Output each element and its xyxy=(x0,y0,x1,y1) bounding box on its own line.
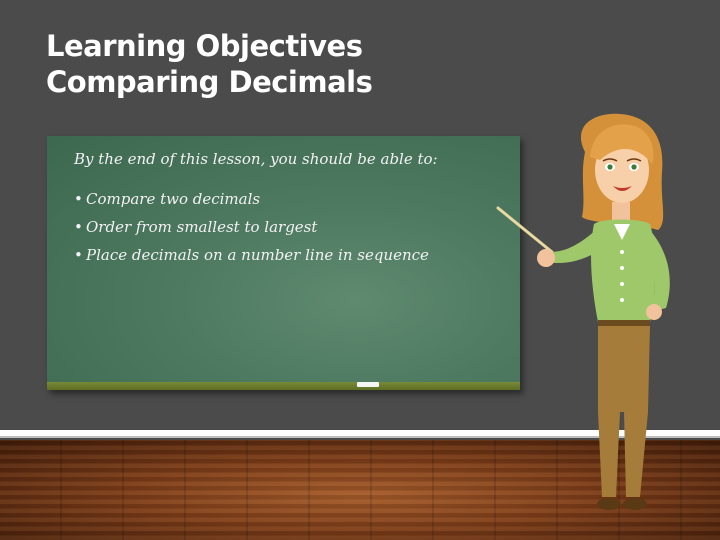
bullet-icon: • xyxy=(74,190,83,208)
list-item: • Compare two decimals xyxy=(74,190,438,218)
right-shoe xyxy=(623,498,647,510)
right-arm xyxy=(642,228,670,312)
chalk-ledge xyxy=(47,382,520,390)
belt xyxy=(598,320,650,326)
objective-text: Compare two decimals xyxy=(86,190,261,208)
pointer-stick xyxy=(496,206,554,254)
blouse-buttons xyxy=(620,250,624,302)
mouth xyxy=(613,186,632,191)
board-intro: By the end of this lesson, you should be… xyxy=(74,150,438,168)
left-hand xyxy=(537,249,555,267)
chalkboard-text: By the end of this lesson, you should be… xyxy=(74,150,438,274)
wood-floor xyxy=(0,440,720,540)
chalkboard: By the end of this lesson, you should be… xyxy=(47,136,520,390)
list-item: • Order from smallest to largest xyxy=(74,218,438,246)
right-hand xyxy=(646,304,662,320)
stage-edge xyxy=(0,430,720,438)
pants xyxy=(598,326,650,497)
hair-front xyxy=(590,124,654,164)
chalk-piece xyxy=(357,382,379,387)
objectives-list: • Compare two decimals • Order from smalle… xyxy=(74,190,438,274)
left-arm xyxy=(546,230,602,264)
bullet-icon: • xyxy=(74,218,83,236)
blouse xyxy=(591,219,656,322)
teacher-illustration xyxy=(496,113,670,510)
objective-text: Order from smallest to largest xyxy=(86,218,318,236)
list-item: • Place decimals on a number line in sequ… xyxy=(74,246,438,274)
left-shoe xyxy=(597,498,621,510)
bullet-icon: • xyxy=(74,246,83,264)
slide-title: Learning Objectives Comparing Decimals xyxy=(46,28,373,100)
title-line-2: Comparing Decimals xyxy=(46,65,373,99)
neck xyxy=(612,202,630,224)
title-line-1: Learning Objectives xyxy=(46,29,363,63)
objective-text: Place decimals on a number line in seque… xyxy=(86,246,429,264)
